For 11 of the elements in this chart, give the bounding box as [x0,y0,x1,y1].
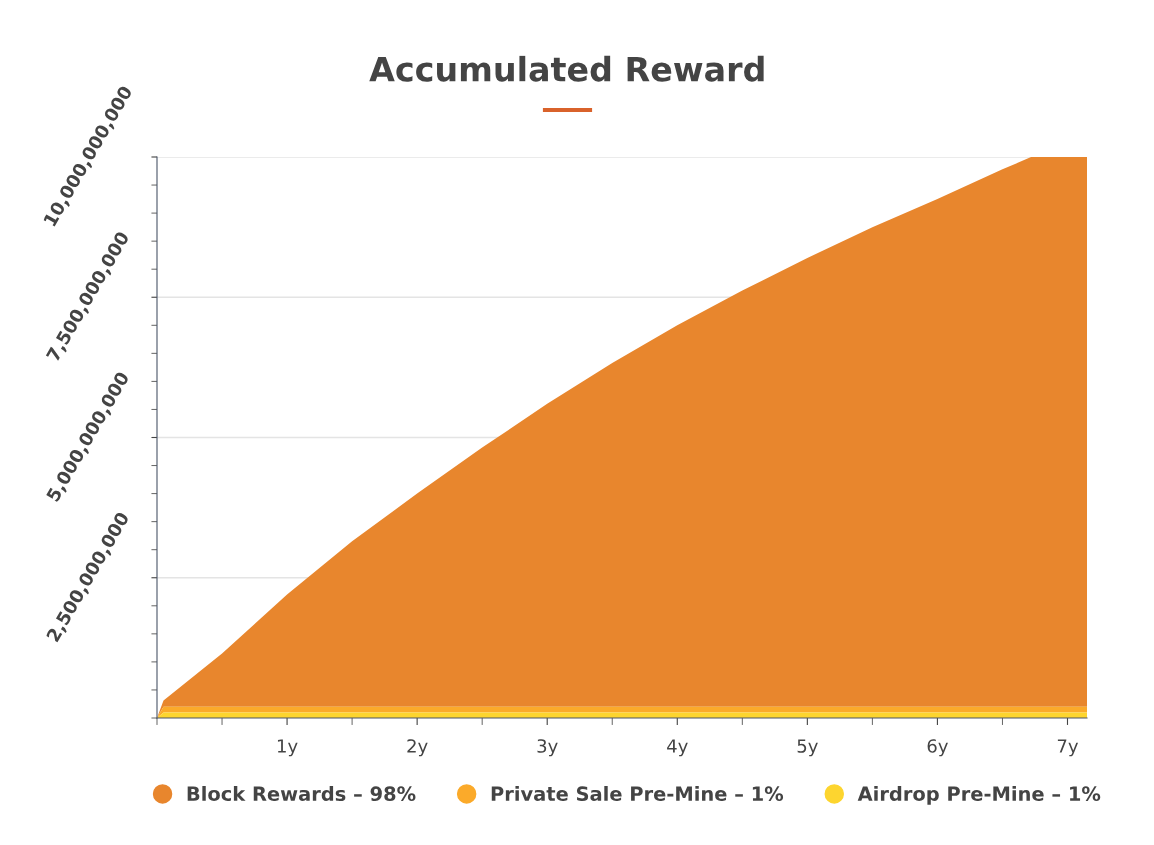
legend-label: Block Rewards – 98% [187,785,416,802]
legend-label: Airdrop Pre-Mine – 1% [857,785,1101,805]
chart-title: Accumulated Reward [369,55,764,82]
x-tick-label: 1y [277,739,298,757]
legend-label: Private Sale Pre-Mine – 1% [491,785,784,802]
x-tick-label: 3y [537,739,558,757]
x-tick-label: 5y [797,739,818,757]
x-tick-label: 4y [667,739,688,757]
x-tick-label: 6y [927,739,948,757]
x-tick-label: 7y [1057,739,1079,757]
x-tick-label: 2y [407,739,428,757]
